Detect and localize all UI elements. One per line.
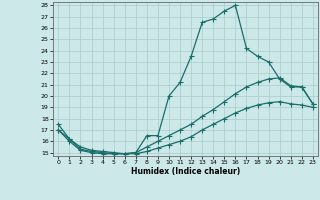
X-axis label: Humidex (Indice chaleur): Humidex (Indice chaleur) — [131, 167, 240, 176]
